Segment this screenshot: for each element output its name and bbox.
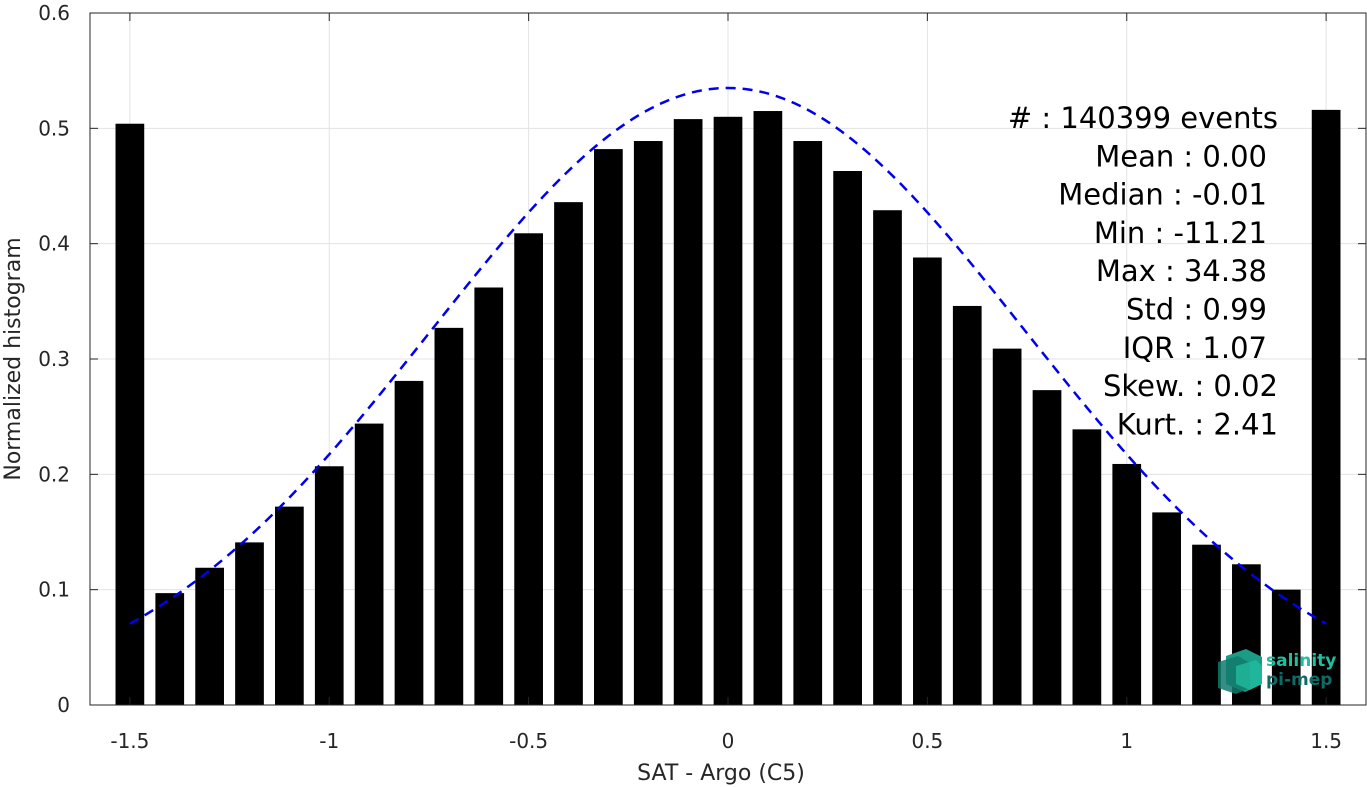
- x-tick-label: 0.5: [911, 729, 943, 753]
- histogram-bars: [115, 109, 1341, 706]
- stat-line: IQR : 1.07: [1123, 331, 1267, 365]
- y-tick-label: 0.4: [38, 232, 70, 256]
- histogram-bar: [1152, 512, 1181, 705]
- histogram-bar: [992, 348, 1022, 705]
- y-tick-label: 0.2: [38, 462, 70, 486]
- histogram-bar: [952, 305, 982, 705]
- histogram-bar: [713, 116, 743, 706]
- histogram-bar: [275, 506, 304, 705]
- histogram-bar: [394, 380, 424, 705]
- x-tick-label: 1.5: [1310, 729, 1342, 753]
- y-tick-labels: 0 0.1 0.2 0.3 0.4 0.5 0.6: [38, 1, 70, 717]
- histogram-bar: [354, 423, 384, 705]
- x-tick-label: 1: [1120, 729, 1133, 753]
- stat-line: Mean : 0.00: [1095, 139, 1267, 173]
- histogram-bar: [554, 202, 583, 705]
- histogram-bar: [633, 141, 663, 705]
- histogram-bar: [474, 287, 504, 705]
- y-tick-label: 0.1: [38, 578, 70, 602]
- stat-line: Min : -11.21: [1094, 216, 1267, 250]
- histogram-bar: [1192, 544, 1221, 705]
- logo-line2: pi-mep: [1266, 670, 1332, 690]
- histogram-bar: [1072, 429, 1102, 705]
- x-axis-label: SAT - Argo (C5): [637, 761, 805, 786]
- histogram-bar: [1271, 589, 1301, 705]
- statistics-annotation: # : 140399 events Mean : 0.00 Median : -0.…: [1008, 101, 1278, 441]
- histogram-bar: [115, 123, 145, 706]
- y-tick-label: 0: [57, 693, 70, 717]
- stat-line: Median : -0.01: [1058, 178, 1267, 212]
- x-tick-labels: -1.5 -1 -0.5 0 0.5 1 1.5: [110, 729, 1342, 753]
- y-axis-label: Normalized histogram: [1, 237, 26, 480]
- histogram-bar: [873, 210, 902, 705]
- histogram-bar: [673, 119, 703, 705]
- x-tick-label: -0.5: [509, 729, 548, 753]
- stat-line: # : 140399 events: [1008, 101, 1278, 135]
- histogram-bar: [314, 466, 344, 705]
- x-tick-label: 0: [722, 729, 735, 753]
- histogram-bar: [594, 149, 623, 706]
- histogram-bar: [1311, 109, 1341, 705]
- histogram-bar: [753, 111, 783, 706]
- histogram-bar: [1112, 463, 1142, 705]
- histogram-bar: [155, 593, 185, 705]
- histogram-bar: [514, 233, 543, 705]
- logo-line1: salinity: [1266, 651, 1336, 671]
- stat-line: Std : 0.99: [1126, 293, 1267, 327]
- axis-ticks: [90, 12, 1366, 706]
- histogram-bar: [1032, 390, 1062, 705]
- salinity-pi-mep-logo: salinity pi-mep: [1218, 649, 1336, 694]
- histogram-bar: [793, 141, 823, 705]
- histogram-bar: [195, 567, 224, 705]
- x-tick-label: -1: [319, 729, 339, 753]
- histogram-bar: [833, 171, 862, 706]
- stat-line: Kurt. : 2.41: [1117, 407, 1278, 441]
- y-tick-label: 0.3: [38, 347, 70, 371]
- histogram-bar: [913, 257, 942, 705]
- logo-icon: [1218, 649, 1262, 694]
- gaussian-fit-curve: [129, 86, 1327, 625]
- histogram-bar: [434, 327, 464, 705]
- y-tick-label: 0.6: [38, 1, 70, 25]
- histogram-bar: [235, 542, 264, 705]
- stat-line: Max : 34.38: [1096, 254, 1267, 288]
- y-tick-label: 0.5: [38, 116, 70, 140]
- stat-line: Skew. : 0.02: [1103, 369, 1278, 403]
- x-tick-label: -1.5: [110, 729, 149, 753]
